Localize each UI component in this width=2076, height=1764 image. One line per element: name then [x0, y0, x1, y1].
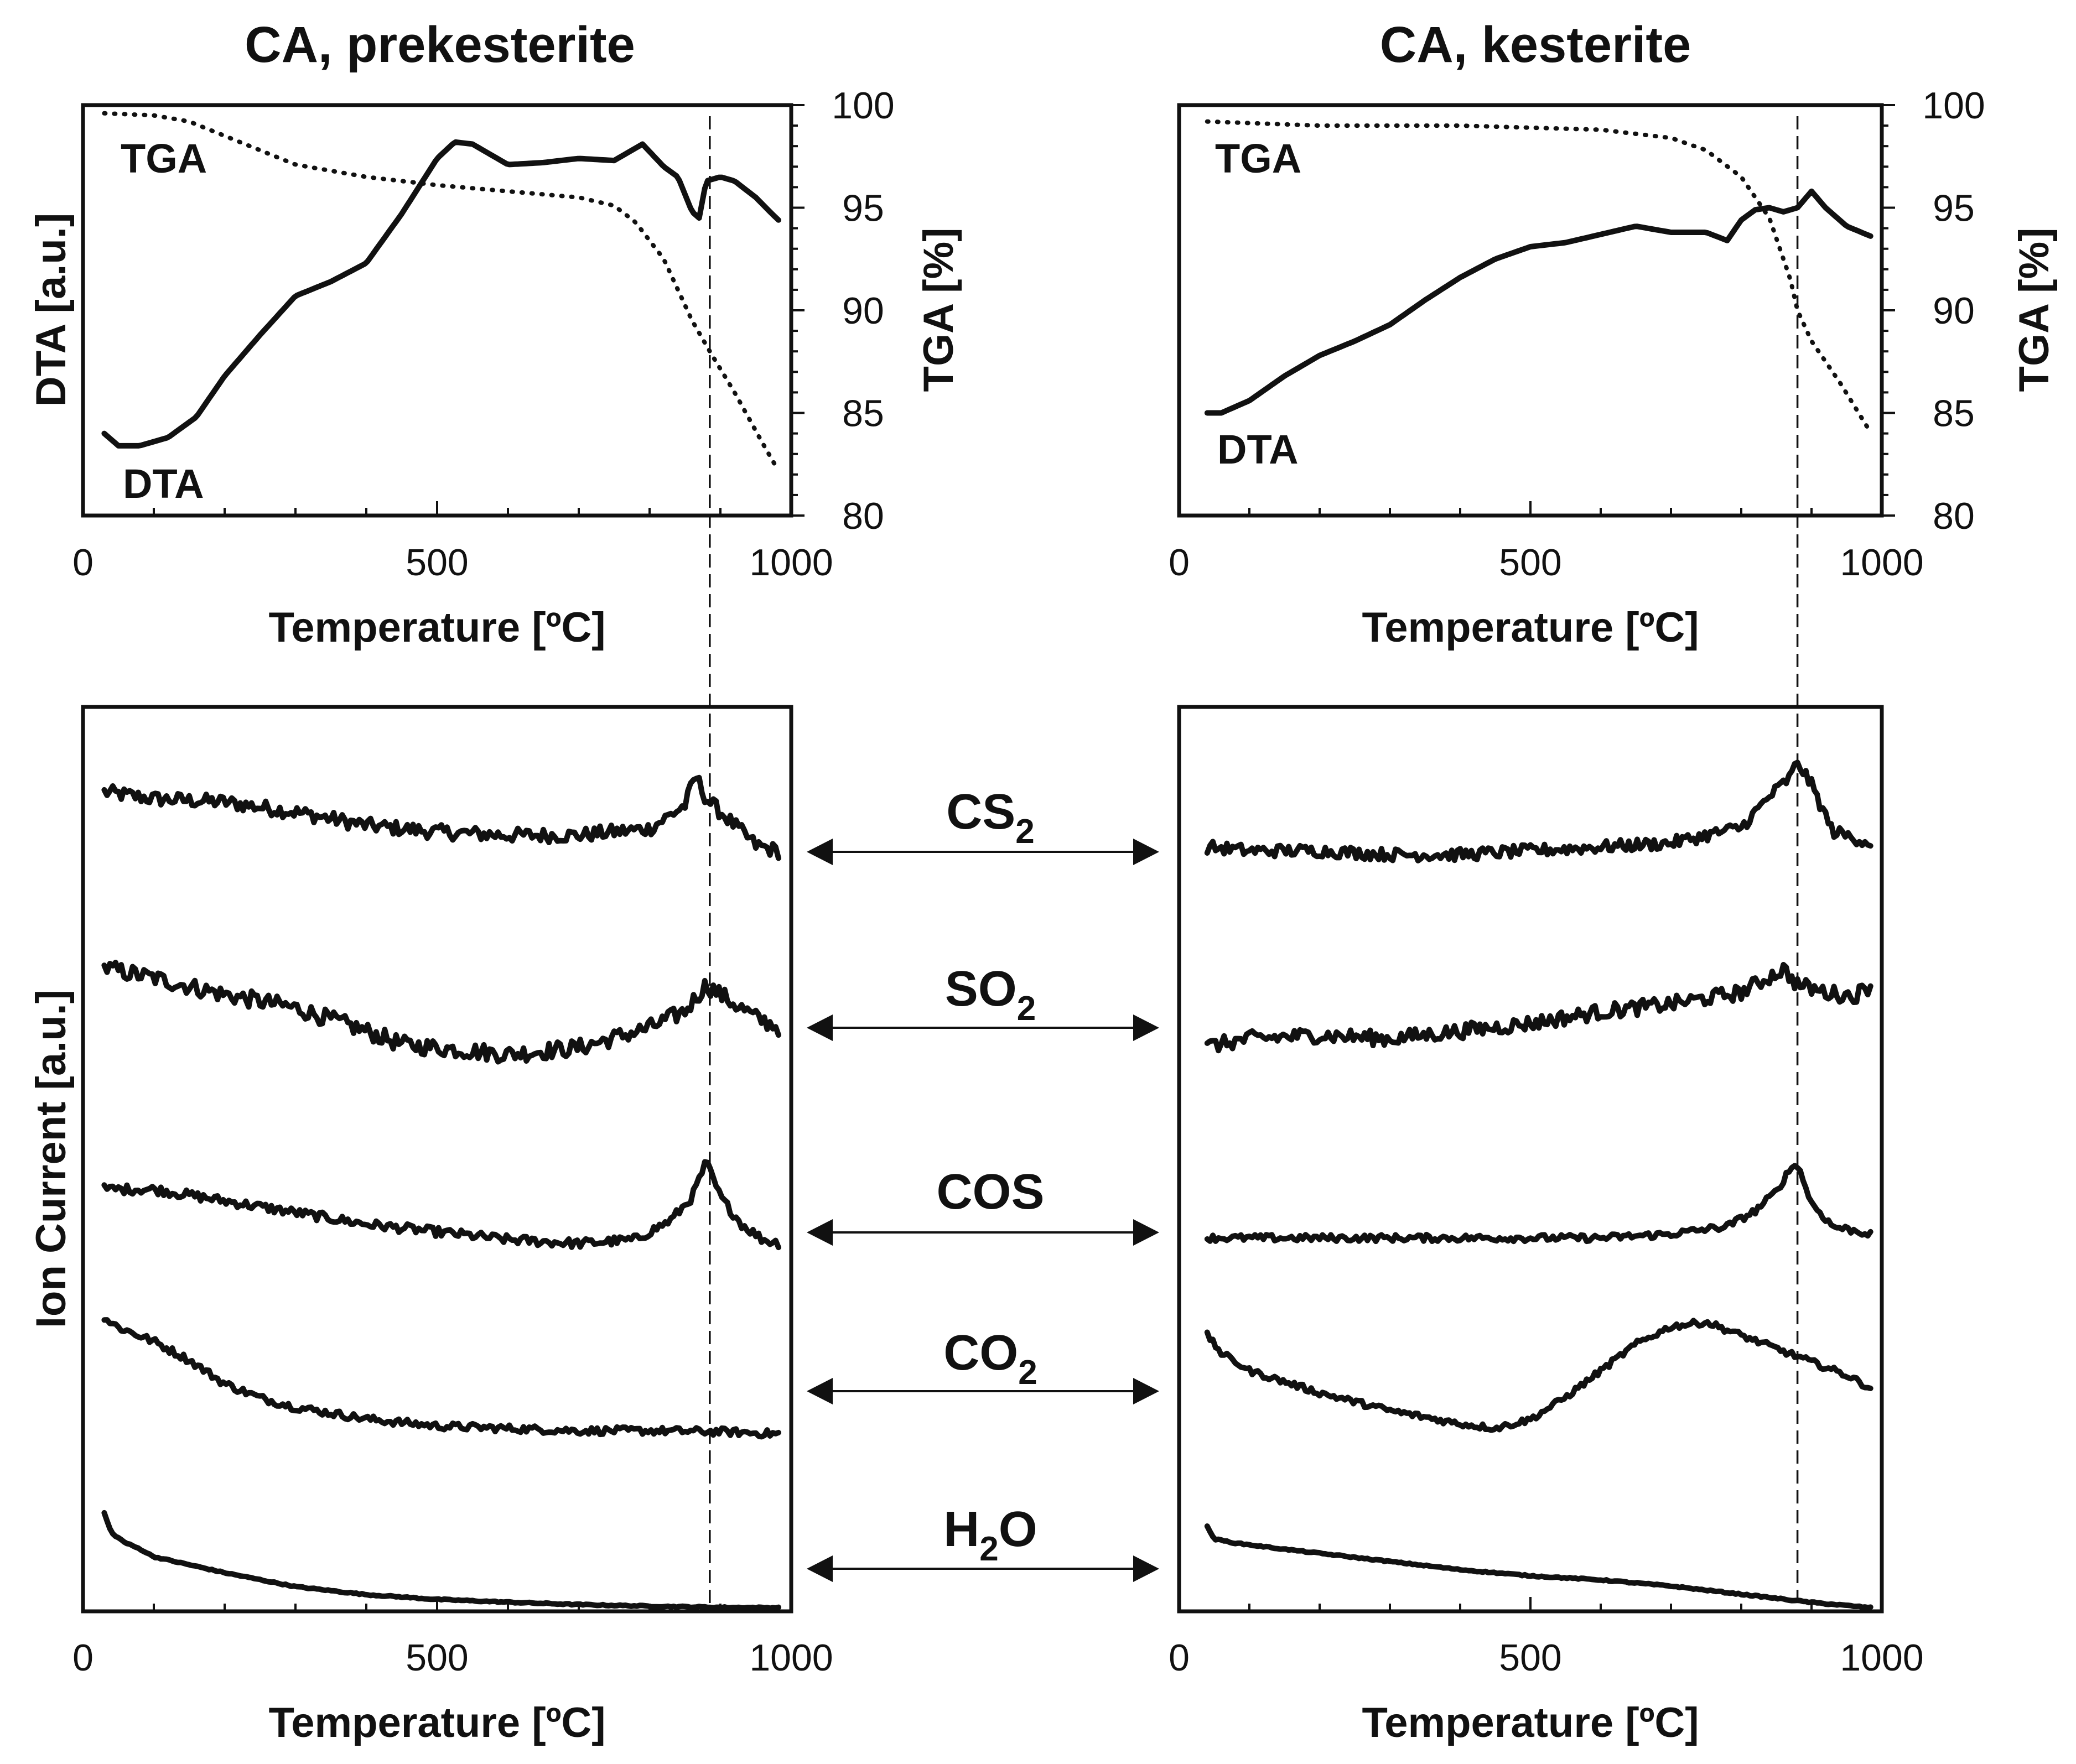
label-dta-prek: DTA: [123, 461, 204, 507]
label-tga-kest: TGA: [1215, 136, 1301, 181]
prek-bottom-so2-curve: [101, 960, 781, 1065]
xlabel-kest-bottom: Temperature [ºC]: [1362, 1699, 1699, 1746]
prek-bottom-xtick-label: 1000: [749, 1637, 833, 1679]
kest-bottom-co2-curve: [1204, 1318, 1873, 1433]
arrow-co2: [807, 1378, 1159, 1404]
prek-top-tga-curve: [102, 111, 781, 473]
label-tga-prek: TGA: [121, 136, 207, 181]
kest-top-ytick-label: 85: [1933, 393, 1975, 435]
title-prekesterite: CA, prekesterite: [245, 17, 635, 73]
prek-top-dta-curve: [101, 139, 781, 449]
arrow-h2o: [807, 1555, 1159, 1582]
kest-bottom-xtick-label: 500: [1499, 1637, 1561, 1679]
arrow-cs2: [807, 839, 1159, 865]
prek-bottom-cos-curve: [101, 1159, 781, 1251]
reference-lines: [709, 116, 1799, 1611]
prek-top-xtick-label: 0: [72, 542, 94, 584]
frame-prek-bottom: [81, 705, 793, 1614]
prek-bottom-h2o-curve: [101, 1510, 781, 1611]
ylabel-ion-current: Ion Current [a.u.]: [28, 990, 75, 1328]
kest-bottom-h2o-curve: [1204, 1523, 1873, 1611]
kest-top-ytick-label: 80: [1933, 495, 1975, 537]
prek-top-ytick-label: 95: [842, 188, 884, 230]
kest-bottom-xtick-label: 0: [1169, 1637, 1190, 1679]
prek-top-xtick-label: 1000: [749, 542, 833, 584]
kest-top-xtick-label: 1000: [1840, 542, 1923, 584]
gas-label-co2: CO2: [943, 1325, 1037, 1392]
ylabel-tga-kest: TGA [%]: [2011, 228, 2058, 392]
prek-bottom-xtick-label: 0: [72, 1637, 94, 1679]
prek-top-ytick-label: 90: [842, 290, 884, 332]
label-dta-kest: DTA: [1217, 426, 1299, 472]
kest-bottom-cs2-curve: [1204, 759, 1873, 863]
kest-top-ytick-label: 90: [1933, 290, 1975, 332]
title-kesterite: CA, kesterite: [1380, 17, 1691, 73]
prek-top-xtick-label: 500: [406, 542, 468, 584]
prek-top-ytick-label: 80: [842, 495, 884, 537]
gas-label-cos: COS: [936, 1164, 1044, 1220]
ticks-layer: 0 500 1000 0 500 1000 0 500 1000 0 500 1000 100 95 90 8…: [72, 85, 1985, 1679]
gas-label-h2o: H2O: [943, 1502, 1037, 1568]
kest-top-xtick-label: 0: [1169, 542, 1190, 584]
ylabel-tga-prek: TGA [%]: [915, 228, 962, 392]
kest-bottom-xtick-label: 1000: [1840, 1637, 1923, 1679]
prek-top-ytick-label: 100: [832, 85, 894, 127]
xlabel-prek-bottom: Temperature [ºC]: [268, 1699, 605, 1746]
kest-top-dta-curve: [1204, 188, 1873, 416]
curves-layer: [101, 111, 1873, 1611]
prek-top-ytick-label: 85: [842, 393, 884, 435]
gas-label-cs2: CS2: [946, 784, 1035, 851]
kest-bottom-cos-curve: [1204, 1163, 1873, 1245]
kest-top-ytick-label: 100: [1922, 85, 1985, 127]
arrow-cos: [807, 1219, 1159, 1246]
xlabel-prek-top: Temperature [ºC]: [268, 604, 605, 651]
prek-bottom-cs2-curve: [101, 774, 781, 861]
ylabel-dta: DTA [a.u.]: [28, 213, 75, 407]
kest-top-xtick-label: 500: [1499, 542, 1561, 584]
kest-bottom-so2-curve: [1204, 962, 1873, 1054]
kest-top-tga-curve: [1205, 119, 1873, 435]
prek-bottom-xtick-label: 500: [406, 1637, 468, 1679]
gas-label-so2: SO2: [945, 961, 1036, 1028]
xlabel-kest-top: Temperature [ºC]: [1362, 604, 1699, 651]
prek-bottom-co2-curve: [101, 1317, 781, 1440]
arrow-so2: [807, 1014, 1159, 1041]
kest-top-ytick-label: 95: [1933, 188, 1975, 230]
